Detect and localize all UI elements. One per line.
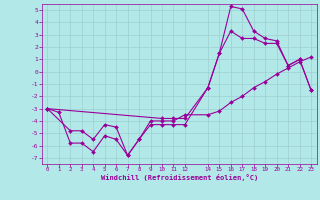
X-axis label: Windchill (Refroidissement éolien,°C): Windchill (Refroidissement éolien,°C)	[100, 174, 258, 181]
